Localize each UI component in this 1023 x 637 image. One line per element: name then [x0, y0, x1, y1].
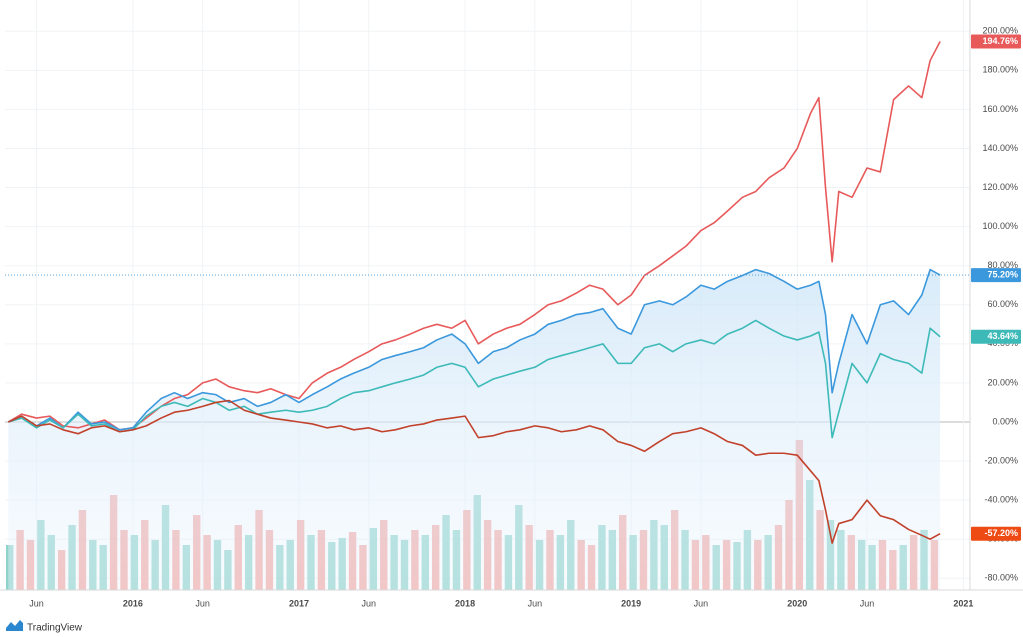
series-line — [8, 319, 941, 439]
logo — [6, 620, 23, 631]
y-tick-label: 0.00% — [992, 416, 1018, 426]
y-tick-label: 140.00% — [982, 143, 1018, 153]
x-tick-label: Jun — [860, 598, 875, 608]
x-tick-label: Jun — [195, 598, 210, 608]
y-tick-label: 60.00% — [987, 299, 1018, 309]
y-tick-label: 100.00% — [982, 221, 1018, 231]
last-value-label: 75.20% — [987, 269, 1018, 279]
x-tick-label: 2016 — [123, 598, 143, 608]
y-tick-label: 200.00% — [982, 26, 1018, 36]
x-tick-label: 2018 — [455, 598, 475, 608]
last-value-box — [971, 34, 1021, 49]
x-tick-label: 2017 — [289, 598, 309, 608]
x-tick-label: Jun — [29, 598, 44, 608]
plot — [5, 0, 970, 590]
y-tick-label: 160.00% — [982, 104, 1018, 114]
brand: TradingView — [27, 623, 83, 634]
x-tick-label: 2020 — [787, 598, 807, 608]
x-tick-label: 2021 — [953, 598, 973, 608]
y-tick-label: 80.00% — [987, 260, 1018, 270]
series-line — [7, 399, 941, 544]
series-line — [7, 268, 941, 431]
x-tick-label: Jun — [361, 598, 376, 608]
last-value-box — [971, 268, 1021, 283]
series-line — [7, 41, 941, 431]
last-value-label: -57.20% — [984, 528, 1018, 538]
last-value-label: 194.76% — [982, 36, 1018, 46]
x-tick-label: Jun — [694, 598, 709, 608]
last-value-label: 43.64% — [987, 331, 1018, 341]
y-tick-label: -80.00% — [984, 573, 1018, 583]
last-value-box — [971, 329, 1021, 344]
y-tick-label: 120.00% — [982, 182, 1018, 192]
x-tick-label: Jun — [528, 598, 543, 608]
y-tick-label: 180.00% — [982, 65, 1018, 75]
y-tick-label: -40.00% — [984, 495, 1018, 505]
x-tick-label: 2019 — [621, 598, 641, 608]
y-tick-label: 20.00% — [987, 377, 1018, 387]
y-tick-label: -20.00% — [984, 455, 1018, 465]
last-value-box — [971, 526, 1021, 541]
